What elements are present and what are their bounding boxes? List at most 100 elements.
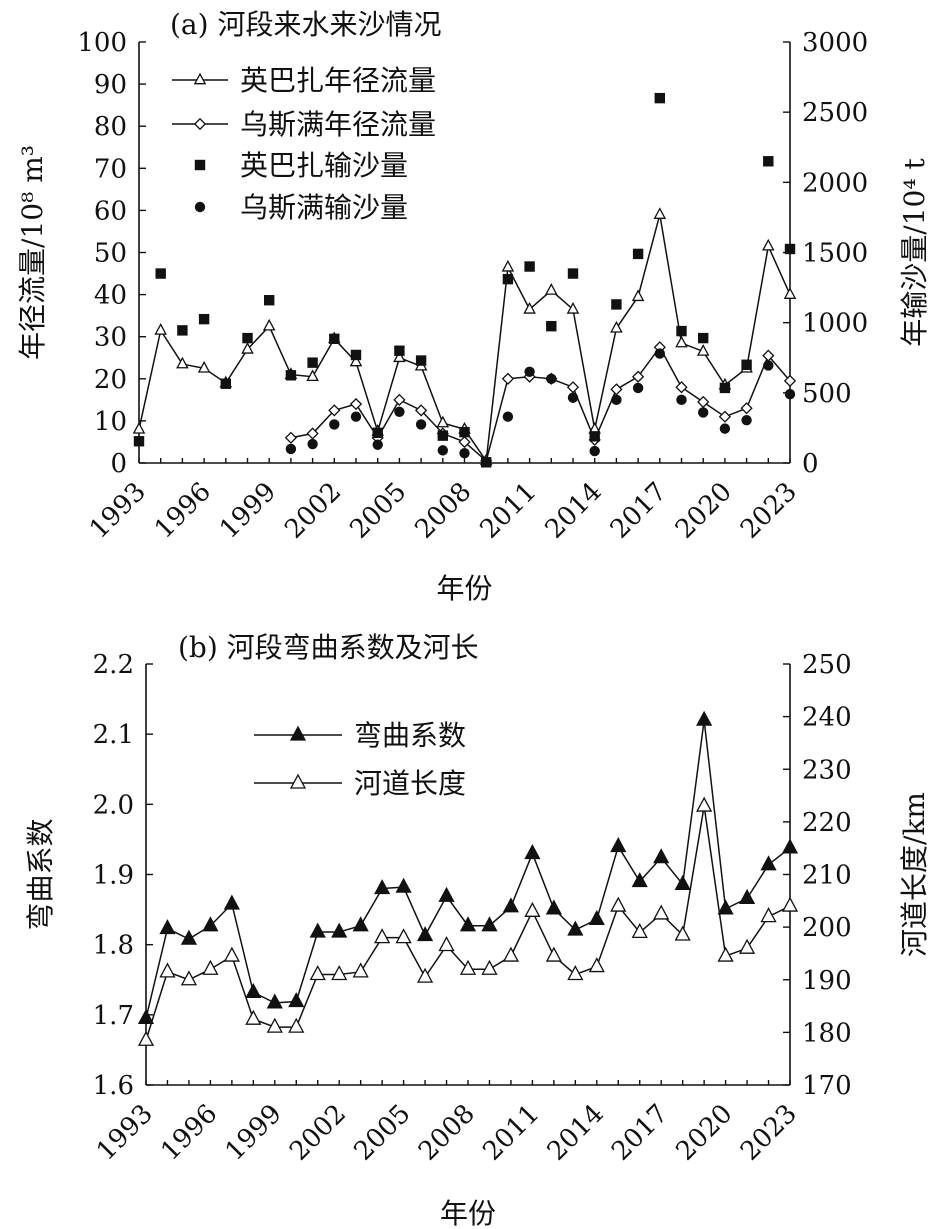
data-point: [415, 355, 427, 366]
data-point: [438, 936, 455, 952]
x-tick-label: 2002: [279, 477, 347, 545]
y-tick-label-left: 40: [94, 281, 127, 311]
y-tick-label-right: 190: [802, 966, 852, 996]
y-axis-title-right: 河道长度/km: [898, 792, 931, 957]
y-tick-label-right: 170: [802, 1071, 852, 1101]
data-point: [717, 899, 734, 915]
data-point: [437, 445, 448, 456]
data-point: [374, 879, 391, 895]
y-tick-label-left: 2.0: [93, 790, 134, 820]
data-point: [566, 381, 580, 394]
data-point: [266, 1017, 283, 1033]
data-point: [696, 796, 713, 812]
data-point: [415, 419, 427, 430]
data-point: [307, 357, 318, 368]
data-point: [674, 874, 691, 890]
data-point: [653, 904, 670, 920]
data-point: [783, 374, 797, 388]
data-point: [459, 916, 477, 932]
data-point: [501, 372, 515, 385]
data-point: [760, 907, 777, 923]
data-point: [675, 381, 688, 394]
legend-entry: 弯曲系数: [254, 719, 466, 752]
y-tick-label-left: 20: [94, 365, 127, 395]
data-point: [653, 848, 670, 864]
data-point: [545, 946, 562, 962]
x-tick-label: 2023: [735, 1099, 803, 1167]
data-point: [781, 838, 799, 854]
data-point: [675, 335, 688, 348]
x-tick-label: 1999: [214, 477, 282, 545]
data-point: [352, 916, 369, 932]
data-point: [331, 922, 348, 938]
data-point: [784, 389, 796, 400]
data-point: [545, 283, 558, 295]
x-tick-label: 1993: [91, 1099, 159, 1167]
data-point: [133, 436, 145, 447]
data-point: [674, 925, 691, 941]
y-tick-label-right: 0: [802, 449, 819, 479]
panel-a: 0102030405060708090100050010001500200025…: [16, 8, 931, 605]
data-point: [741, 414, 752, 426]
data-point: [177, 325, 188, 336]
data-point: [220, 378, 231, 389]
data-point: [524, 261, 535, 272]
x-axis-title: 年份: [436, 572, 492, 605]
y-tick-label-right: 240: [802, 703, 852, 733]
data-point: [159, 919, 176, 935]
data-point: [459, 426, 470, 438]
legend-marker: [194, 159, 206, 171]
x-tick-label: 1996: [149, 477, 217, 545]
legend-entry: 乌斯满年径流量: [172, 108, 436, 141]
legend-label: 英巴扎年径流量: [240, 64, 436, 97]
data-point: [738, 938, 756, 954]
data-point: [676, 325, 687, 337]
data-point: [414, 404, 428, 417]
data-point: [783, 287, 797, 299]
series-1: [284, 341, 797, 468]
data-point: [654, 92, 665, 104]
x-tick-label: 2011: [477, 1099, 545, 1167]
legend-marker: [289, 773, 307, 789]
y-tick-label-right: 210: [802, 861, 852, 891]
data-point: [610, 383, 623, 396]
data-point: [546, 320, 557, 332]
data-point: [352, 962, 369, 978]
data-point: [524, 366, 535, 377]
y-tick-label-right: 200: [802, 913, 852, 943]
x-axis-title: 年份: [440, 1197, 496, 1229]
data-point: [395, 877, 412, 893]
data-point: [306, 427, 319, 440]
data-point: [481, 916, 498, 932]
x-tick-label: 2017: [605, 477, 673, 545]
x-tick-label: 2008: [409, 477, 477, 545]
data-point: [719, 382, 731, 394]
data-point: [438, 886, 455, 902]
data-point: [202, 916, 219, 932]
data-point: [631, 872, 648, 888]
y-tick-label-left: 100: [77, 28, 127, 58]
x-tick-label: 1999: [220, 1099, 288, 1167]
data-point: [784, 243, 796, 255]
data-point: [284, 431, 298, 444]
legend-label: 英巴扎输沙量: [240, 149, 408, 182]
data-point: [631, 922, 648, 939]
data-point: [481, 457, 492, 468]
data-point: [741, 359, 752, 370]
data-point: [589, 431, 600, 442]
data-point: [697, 395, 710, 409]
y-tick-label-left: 1.9: [93, 861, 134, 891]
panel-b: 1.6 1.7 1.8 1.9 2.0 2.1 2.2 170 180 190 200 210 220 2…: [24, 631, 931, 1229]
x-tick-label: 2008: [413, 1099, 481, 1167]
data-point: [374, 928, 391, 944]
x-tick-label: 2011: [475, 477, 543, 545]
data-point: [137, 1008, 155, 1024]
data-point: [588, 909, 605, 926]
x-tick-label: 2014: [540, 477, 608, 545]
data-point: [632, 382, 644, 394]
data-point: [458, 435, 471, 449]
data-point: [394, 345, 405, 356]
data-point: [502, 273, 514, 285]
legend-entry: 乌斯满输沙量: [194, 191, 408, 224]
y-tick-label-right: 1500: [802, 239, 868, 269]
